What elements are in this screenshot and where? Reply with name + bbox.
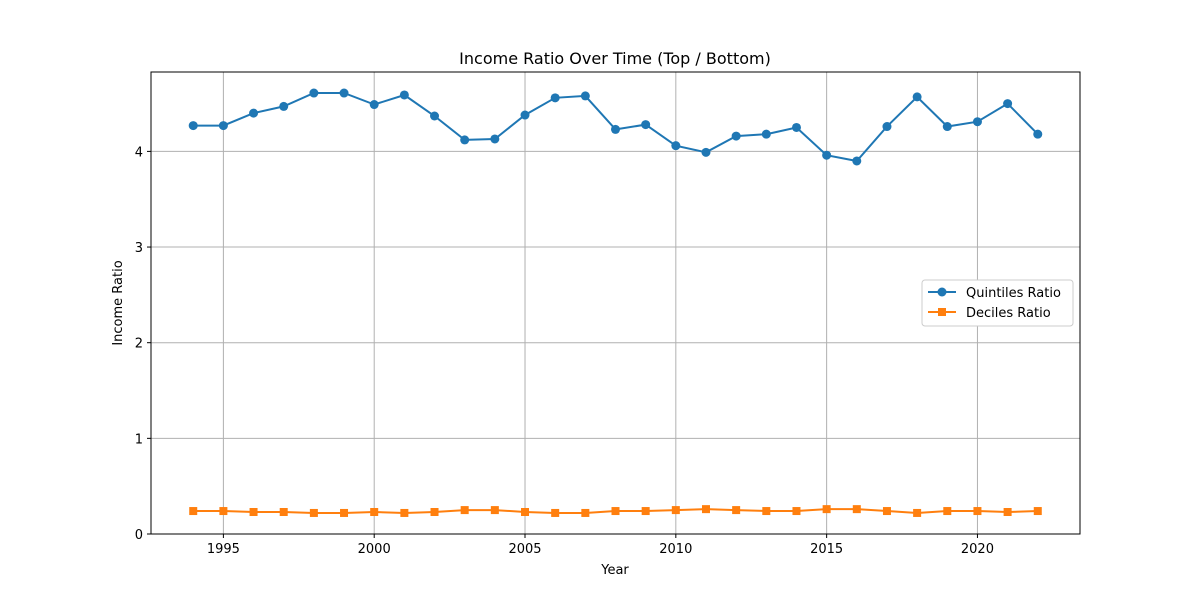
data-point-deciles: [521, 508, 530, 516]
data-point-deciles: [1033, 507, 1042, 516]
data-point-deciles: [460, 506, 469, 515]
data-point-deciles: [852, 505, 861, 514]
data-point-deciles: [581, 508, 590, 517]
legend-frame: [921, 279, 1074, 327]
x-tick-label: 2005: [508, 542, 541, 557]
data-point-quintiles: [249, 108, 259, 118]
data-point-quintiles: [490, 134, 500, 144]
data-point-deciles: [732, 506, 741, 515]
data-point-quintiles: [641, 120, 651, 130]
data-point-deciles: [792, 507, 801, 516]
data-point-quintiles: [611, 124, 620, 134]
data-point-quintiles: [912, 92, 922, 102]
data-point-deciles: [671, 506, 680, 515]
data-point-quintiles: [701, 147, 711, 157]
data-point-deciles: [370, 508, 379, 516]
legend-label-deciles: Deciles Ratio: [966, 306, 1051, 321]
data-point-quintiles: [550, 93, 560, 103]
legend-marker-deciles: [938, 308, 946, 316]
data-point-quintiles: [279, 101, 289, 111]
data-point-quintiles: [972, 117, 982, 127]
data-point-quintiles: [822, 150, 832, 160]
data-point-quintiles: [460, 135, 470, 145]
legend-label-quintiles: Quintiles Ratio: [966, 286, 1061, 301]
series-layer: [188, 88, 1043, 517]
x-axis-title: Year: [600, 563, 629, 578]
data-point-deciles: [882, 507, 891, 516]
data-point-quintiles: [188, 121, 198, 131]
data-point-quintiles: [430, 111, 440, 121]
data-point-quintiles: [882, 122, 892, 132]
data-point-quintiles: [580, 91, 590, 101]
data-point-deciles: [701, 505, 710, 514]
data-point-deciles: [249, 508, 258, 516]
y-tick-label: 3: [135, 241, 143, 256]
data-point-quintiles: [791, 122, 801, 132]
plot-frame: [150, 71, 1081, 535]
data-point-deciles: [279, 508, 288, 516]
data-point-quintiles: [942, 122, 952, 132]
x-tick-label: 2015: [810, 542, 843, 557]
legend-marker-quintiles: [937, 287, 947, 297]
chart-title: Income Ratio Over Time (Top / Bottom): [459, 49, 771, 68]
data-point-quintiles: [1033, 129, 1043, 139]
data-point-quintiles: [671, 141, 681, 151]
data-point-quintiles: [309, 88, 319, 98]
data-point-deciles: [340, 508, 349, 517]
y-tick-label: 2: [135, 337, 143, 352]
x-tick-label: 2020: [961, 542, 994, 557]
data-point-deciles: [822, 505, 831, 514]
y-tick-label: 0: [135, 528, 143, 543]
y-axis-title: Income Ratio: [111, 260, 126, 345]
data-point-deciles: [551, 508, 560, 517]
data-point-deciles: [189, 507, 198, 516]
data-point-deciles: [762, 507, 771, 516]
data-point-quintiles: [369, 100, 379, 110]
data-point-quintiles: [520, 110, 530, 120]
x-tick-label: 1995: [207, 542, 240, 557]
ticks-layer: 1995 2000 2005 2010 2015 2020 0 1 2 3 4: [135, 145, 994, 557]
data-point-deciles: [490, 506, 499, 515]
data-point-quintiles: [761, 129, 771, 139]
data-point-quintiles: [1003, 99, 1013, 109]
x-tick-label: 2010: [659, 542, 692, 557]
data-point-quintiles: [218, 121, 228, 131]
data-point-deciles: [219, 507, 228, 516]
data-point-deciles: [430, 508, 439, 516]
y-tick-label: 1: [135, 432, 143, 447]
data-point-deciles: [943, 507, 952, 516]
data-point-deciles: [973, 507, 982, 516]
x-tick-label: 2000: [358, 542, 391, 557]
data-point-deciles: [641, 507, 650, 516]
data-point-deciles: [309, 508, 318, 517]
data-point-deciles: [611, 507, 620, 516]
data-point-deciles: [400, 508, 409, 517]
data-point-quintiles: [339, 88, 349, 98]
data-point-deciles: [913, 508, 922, 517]
y-tick-label: 4: [135, 145, 143, 160]
data-point-quintiles: [399, 90, 409, 100]
data-point-deciles: [1003, 508, 1012, 516]
legend: Quintiles Ratio Deciles Ratio: [921, 279, 1074, 327]
data-point-quintiles: [731, 131, 741, 141]
data-point-quintiles: [852, 156, 862, 166]
